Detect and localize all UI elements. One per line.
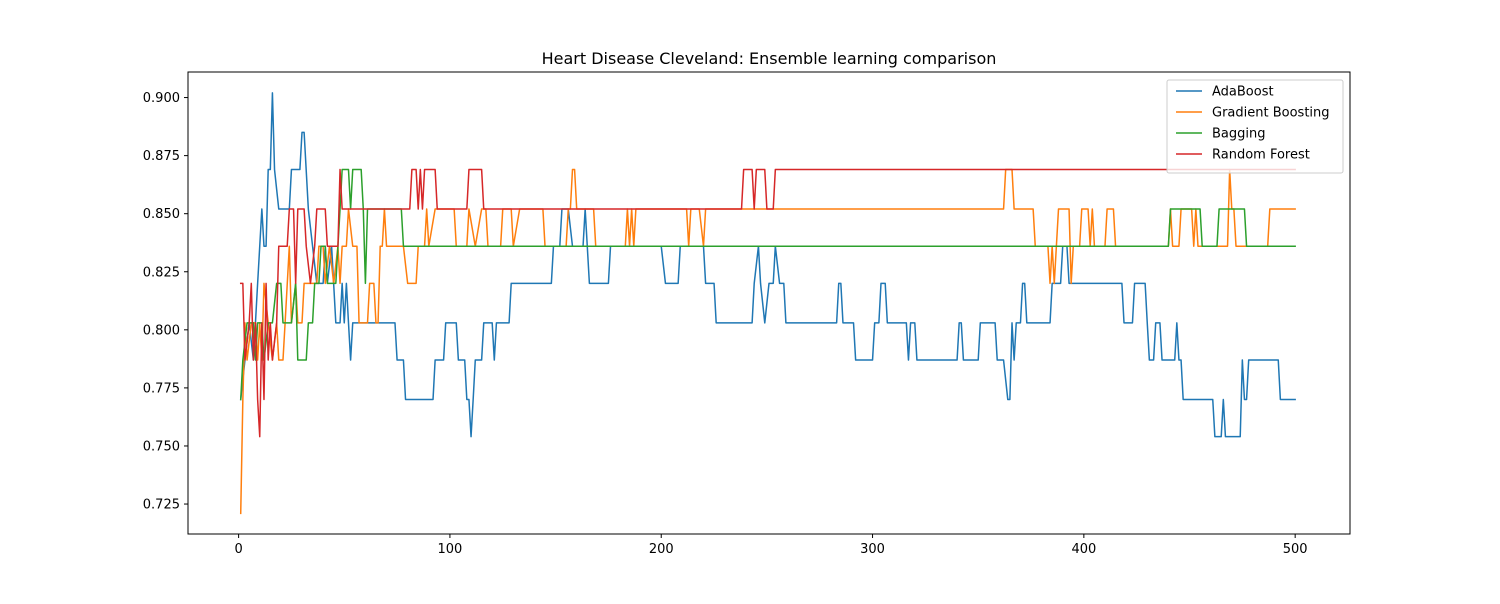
plot-frame: [187, 71, 1351, 535]
y-tick-label-3: 0.800: [143, 323, 180, 338]
y-tick-label-0: 0.725: [143, 498, 180, 513]
x-tick-label-0: 0: [234, 542, 242, 557]
y-tick-label-6: 0.875: [143, 149, 180, 164]
legend-label-1: Gradient Boosting: [1212, 106, 1330, 121]
legend: AdaBoost Gradient Boosting Bagging Random F…: [1166, 79, 1344, 174]
x-tick-label-5: 500: [1283, 542, 1308, 557]
series-layer: [239, 92, 1296, 515]
x-axis: 0 100 200 300 400 500: [234, 534, 1308, 557]
x-tick-label-4: 400: [1071, 542, 1096, 557]
y-tick-label-1: 0.750: [143, 439, 180, 454]
y-tick-label-2: 0.775: [143, 381, 180, 396]
y-axis: 0.725 0.750 0.775 0.800 0.825 0.850 0.875 0.900: [143, 91, 188, 513]
y-tick-label-7: 0.900: [143, 91, 180, 106]
x-tick-label-3: 300: [860, 542, 885, 557]
plot-area: [188, 72, 1350, 534]
y-tick-label-4: 0.825: [143, 265, 180, 280]
legend-label-3: Random Forest: [1212, 148, 1310, 163]
y-tick-label-5: 0.850: [143, 207, 180, 222]
legend-box: [1166, 79, 1344, 174]
chart-title: Heart Disease Cleveland: Ensemble learni…: [542, 49, 997, 68]
series-line-3: [239, 168, 1296, 438]
series-line-0: [239, 92, 1296, 438]
legend-label-0: AdaBoost: [1212, 85, 1274, 100]
legend-label-2: Bagging: [1212, 127, 1266, 142]
x-tick-label-2: 200: [649, 542, 674, 557]
x-tick-label-1: 100: [438, 542, 463, 557]
